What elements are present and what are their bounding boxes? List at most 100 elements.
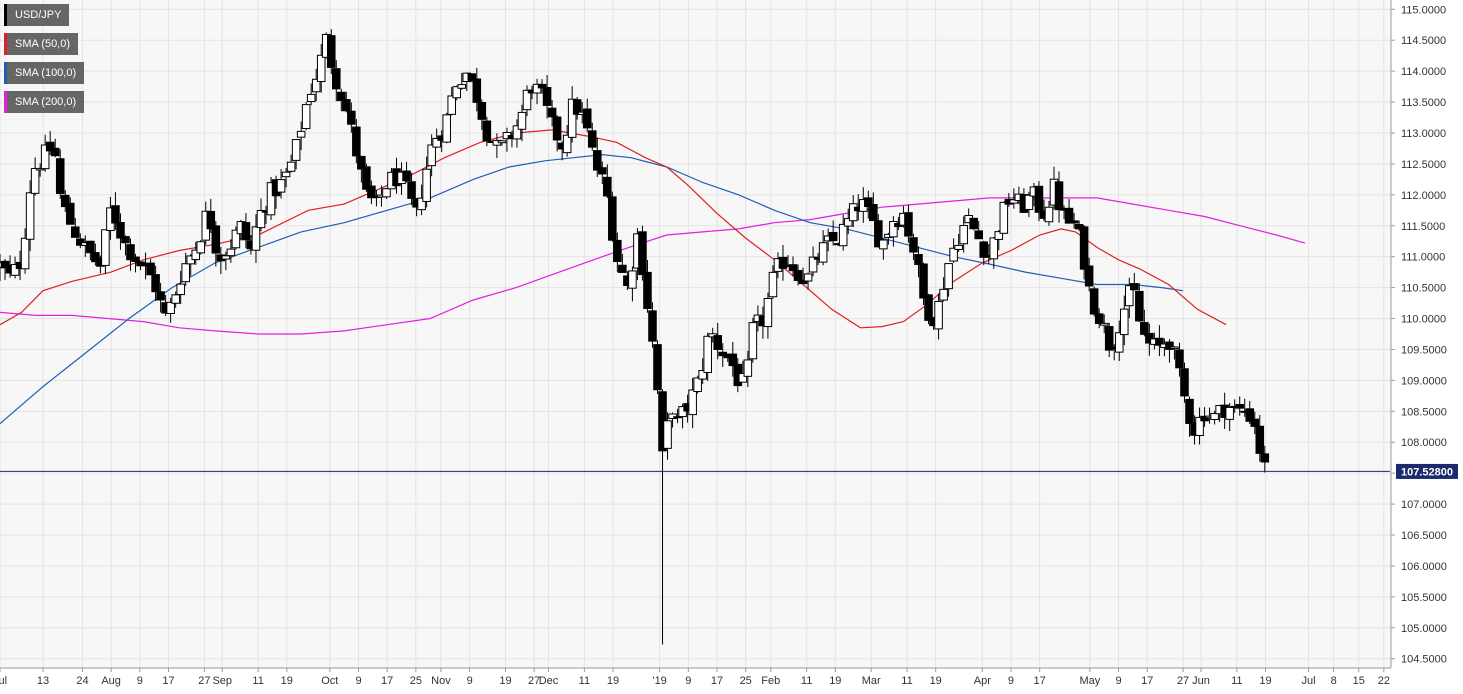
y-axis-panel	[1390, 0, 1463, 694]
x-tick-label: 22	[1378, 675, 1390, 687]
candle	[1130, 272, 1139, 291]
candle	[296, 121, 306, 151]
candle	[869, 192, 878, 222]
candle	[748, 317, 758, 363]
y-tick-label: 110.5000	[1401, 283, 1446, 295]
x-tick-label: Jun	[1192, 675, 1210, 687]
candle	[648, 302, 657, 348]
candle	[1024, 191, 1034, 218]
x-tick-label: Oct	[321, 675, 338, 687]
candle	[266, 177, 276, 220]
x-tick-label: 9	[1008, 675, 1014, 687]
candle	[808, 246, 818, 277]
legend-item-sma-50[interactable]: SMA (50,0)	[4, 33, 79, 55]
candle	[60, 190, 70, 213]
candle	[251, 214, 261, 263]
candle	[221, 251, 231, 271]
legend-item-sma-100[interactable]: SMA (100,0)	[4, 62, 85, 84]
candle	[517, 104, 527, 142]
candle	[1245, 401, 1255, 425]
candle	[678, 403, 687, 429]
candle	[1210, 410, 1219, 425]
candle	[728, 341, 738, 377]
candle	[843, 208, 853, 235]
candle	[337, 88, 346, 112]
candle	[693, 375, 702, 394]
x-tick-label: Dec	[539, 675, 559, 687]
candle	[311, 68, 321, 102]
legend-swatch	[4, 33, 7, 55]
candle	[352, 119, 361, 164]
candle	[598, 161, 607, 185]
candle	[1135, 283, 1144, 323]
candle	[838, 214, 848, 251]
candle	[146, 258, 155, 276]
y-tick-label: 109.0000	[1401, 375, 1447, 387]
candle	[638, 225, 647, 281]
candle	[874, 214, 883, 248]
candle	[1104, 322, 1114, 358]
candle	[1094, 308, 1104, 329]
x-tick-label: 11	[1231, 675, 1242, 687]
y-tick-label: 113.5000	[1401, 97, 1446, 109]
candle	[291, 139, 301, 170]
candle	[919, 262, 928, 306]
candle	[116, 213, 125, 250]
candle	[286, 154, 296, 173]
candle	[432, 128, 441, 148]
candle	[613, 232, 622, 273]
candle	[1140, 309, 1149, 337]
candle	[592, 137, 602, 178]
legend-swatch	[4, 4, 7, 26]
candle	[944, 263, 953, 297]
y-tick-label: 110.0000	[1401, 314, 1446, 326]
candle	[1250, 411, 1260, 435]
x-tick-label: Feb	[761, 675, 780, 687]
legend-label: SMA (100,0)	[15, 67, 77, 79]
candle	[532, 78, 542, 105]
y-tick-label: 111.5000	[1401, 221, 1445, 233]
candle	[909, 233, 918, 261]
candle	[974, 220, 983, 240]
y-tick-label: 108.5000	[1401, 406, 1447, 418]
x-tick-label: 19	[829, 675, 841, 687]
candle	[582, 98, 592, 133]
candle	[1235, 396, 1244, 416]
candle	[924, 293, 933, 325]
candle	[1099, 314, 1109, 334]
y-tick-label: 112.5000	[1401, 159, 1446, 171]
candle	[50, 138, 60, 158]
candle	[20, 228, 30, 274]
candle	[126, 238, 135, 271]
candle	[542, 75, 552, 119]
candle	[40, 134, 50, 172]
candle	[301, 101, 311, 131]
candle	[1054, 171, 1064, 223]
y-tick-label: 107.0000	[1401, 499, 1447, 511]
candle	[76, 233, 85, 249]
x-tick-label: Mar	[862, 675, 881, 687]
candle	[547, 100, 557, 127]
candle	[452, 85, 462, 101]
x-tick-label: Nov	[431, 675, 451, 687]
candle	[818, 230, 828, 266]
x-tick-label: 11	[579, 675, 590, 687]
y-tick-label: 108.0000	[1401, 437, 1447, 449]
candle	[86, 240, 95, 261]
legend-item-sma-200[interactable]: SMA (200,0)	[4, 91, 85, 113]
candle	[698, 358, 707, 384]
x-tick-label: '19	[652, 675, 666, 687]
candle	[608, 191, 617, 242]
x-tick-label: 17	[711, 675, 723, 687]
candlesticks	[0, 29, 1270, 645]
legend-item-usdjpy[interactable]: USD/JPY	[4, 4, 70, 26]
x-tick-label: Sep	[212, 675, 232, 687]
candle	[447, 86, 456, 116]
candle	[0, 258, 10, 280]
candle	[382, 188, 391, 200]
legend-swatch	[4, 62, 7, 84]
candle	[934, 293, 943, 340]
candle	[1044, 201, 1054, 226]
candle	[522, 85, 532, 117]
